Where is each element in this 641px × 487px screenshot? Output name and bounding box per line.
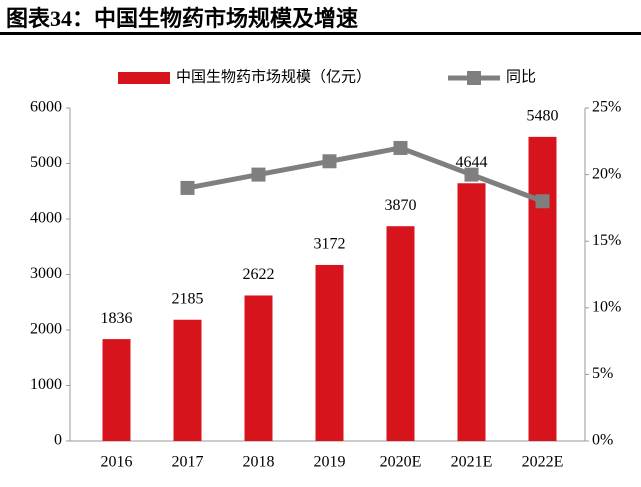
bar-value-label: 2185 bbox=[172, 290, 204, 307]
x-tick-label: 2018 bbox=[243, 454, 275, 471]
legend-label: 同比 bbox=[506, 68, 536, 85]
bar-value-label: 1836 bbox=[101, 310, 133, 327]
legend-swatch bbox=[467, 71, 481, 85]
bar-value-label: 3870 bbox=[385, 197, 417, 214]
line-marker bbox=[464, 167, 479, 182]
bar-value-label: 4644 bbox=[456, 154, 488, 171]
bar-value-label: 2622 bbox=[243, 266, 275, 283]
x-tick-label: 2021E bbox=[451, 454, 493, 471]
bar bbox=[244, 295, 273, 441]
y-tick-label: 5000 bbox=[30, 154, 62, 171]
y2-tick-label: 20% bbox=[592, 165, 621, 182]
x-tick-label: 2019 bbox=[314, 454, 346, 471]
y2-tick-label: 0% bbox=[592, 432, 613, 449]
y-tick-label: 6000 bbox=[30, 99, 62, 116]
bar bbox=[528, 136, 557, 442]
bar bbox=[457, 183, 486, 441]
title-rule bbox=[0, 32, 641, 35]
y-tick-label: 0 bbox=[54, 432, 62, 449]
line bbox=[187, 145, 544, 204]
y-tick-label: 2000 bbox=[30, 321, 62, 338]
y2-tick-label: 25% bbox=[592, 99, 621, 116]
y2-tick-label: 15% bbox=[592, 232, 621, 249]
legend-label: 中国生物药市场规模（亿元） bbox=[176, 68, 371, 85]
y-tick-label: 4000 bbox=[30, 210, 62, 227]
chart-title: 图表34：中国生物药市场规模及增速 bbox=[6, 6, 358, 31]
line-marker bbox=[535, 194, 550, 209]
line-marker bbox=[251, 167, 266, 182]
y2-tick-label: 10% bbox=[592, 298, 621, 315]
bar bbox=[173, 319, 202, 441]
bar bbox=[386, 226, 415, 441]
bar-value-label: 3172 bbox=[314, 236, 346, 253]
y2-tick-label: 5% bbox=[592, 365, 613, 382]
y-tick-label: 3000 bbox=[30, 265, 62, 282]
legend-swatch bbox=[118, 72, 170, 84]
line-marker bbox=[180, 180, 195, 195]
x-tick-label: 2020E bbox=[380, 454, 422, 471]
x-tick-label: 2022E bbox=[522, 454, 564, 471]
x-tick-label: 2017 bbox=[172, 454, 204, 471]
bar-value-label: 5480 bbox=[527, 108, 559, 125]
line-marker bbox=[322, 154, 337, 169]
y-tick-label: 1000 bbox=[30, 376, 62, 393]
x-tick-label: 2016 bbox=[101, 454, 133, 471]
line-marker bbox=[393, 140, 408, 155]
bar bbox=[315, 264, 344, 441]
bar bbox=[102, 339, 131, 441]
